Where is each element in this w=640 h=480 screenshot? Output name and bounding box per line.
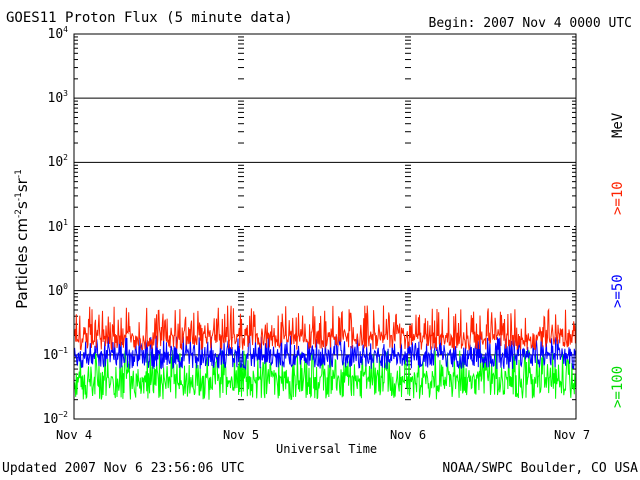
y-tick-label: 10−2 bbox=[42, 410, 68, 427]
legend-ge50: >=50 bbox=[610, 274, 626, 308]
legend-unit: MeV bbox=[610, 112, 626, 138]
y-tick-label: 102 bbox=[47, 153, 68, 171]
y-tick-label: 10−1 bbox=[42, 345, 68, 363]
legend-ge100: >=100 bbox=[610, 365, 626, 408]
series-line-ge100 bbox=[73, 350, 577, 401]
data-source: NOAA/SWPC Boulder, CO USA bbox=[442, 461, 638, 476]
begin-time: Begin: 2007 Nov 4 0000 UTC bbox=[428, 16, 633, 31]
series-line-ge10 bbox=[73, 305, 577, 352]
y-axis-label: Particles cm-2s-1sr-1 bbox=[13, 169, 31, 309]
y-tick-label: 100 bbox=[47, 281, 68, 299]
x-tick-nov6: Nov 6 bbox=[389, 428, 427, 442]
y-tick-label: 101 bbox=[47, 217, 68, 235]
x-tick-nov7: Nov 7 bbox=[553, 428, 591, 442]
legend-ge10: >=10 bbox=[610, 181, 626, 215]
x-tick-nov5: Nov 5 bbox=[222, 428, 260, 442]
y-tick-label: 104 bbox=[47, 25, 68, 42]
series-line-ge50 bbox=[73, 334, 577, 371]
x-axis-label: Universal Time bbox=[276, 442, 378, 456]
y-tick-label: 103 bbox=[47, 89, 68, 107]
chart-title: GOES11 Proton Flux (5 minute data) bbox=[6, 10, 293, 26]
x-tick-nov4: Nov 4 bbox=[55, 428, 93, 442]
updated-time: Updated 2007 Nov 6 23:56:06 UTC bbox=[2, 461, 245, 476]
plot-frame bbox=[73, 33, 577, 420]
